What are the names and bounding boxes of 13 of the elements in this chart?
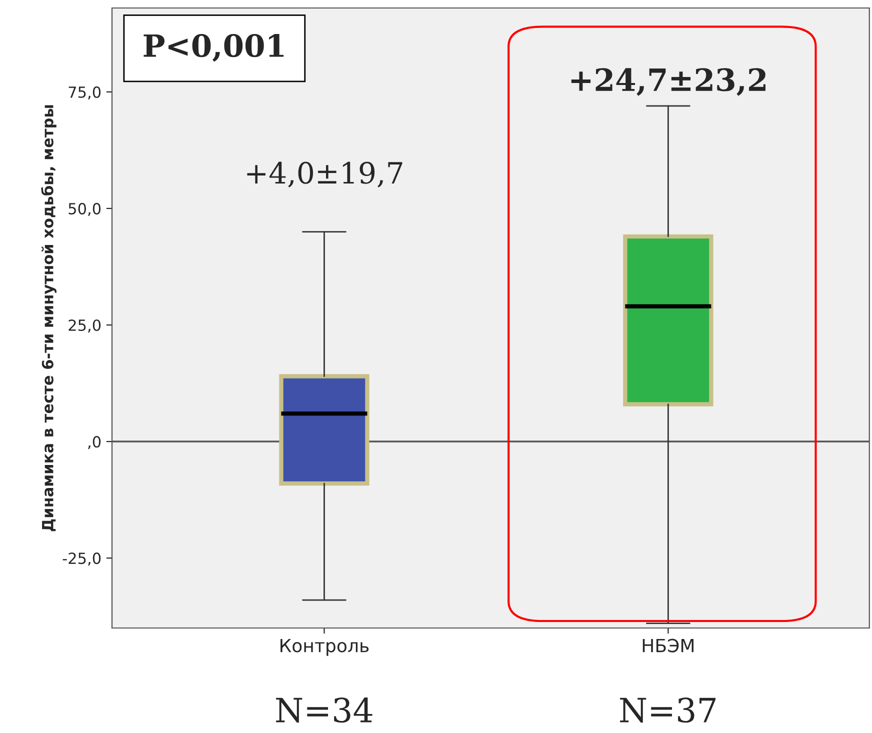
y-tick-label: 75,0 (68, 86, 101, 100)
annotation: +4,0±19,7 (247, 162, 402, 188)
text: N=34 (276, 697, 372, 723)
annotation: P<0,001 (144, 34, 284, 62)
x-tick-label: Контроль (280, 638, 369, 656)
x-tick-label: НБЭМ (642, 638, 694, 652)
text: N=37 (620, 697, 716, 723)
y-tick-label: 50,0 (68, 202, 101, 216)
y-tick-label: 25,0 (68, 319, 101, 333)
y-tick-label: ,0 (88, 436, 101, 450)
y-axis-title: Динамика в тесте 6-ти минутной ходьбы, метры (41, 105, 56, 532)
annotation: +24,7±23,2 (571, 68, 766, 96)
y-tick-label: -25,0 (62, 552, 101, 566)
